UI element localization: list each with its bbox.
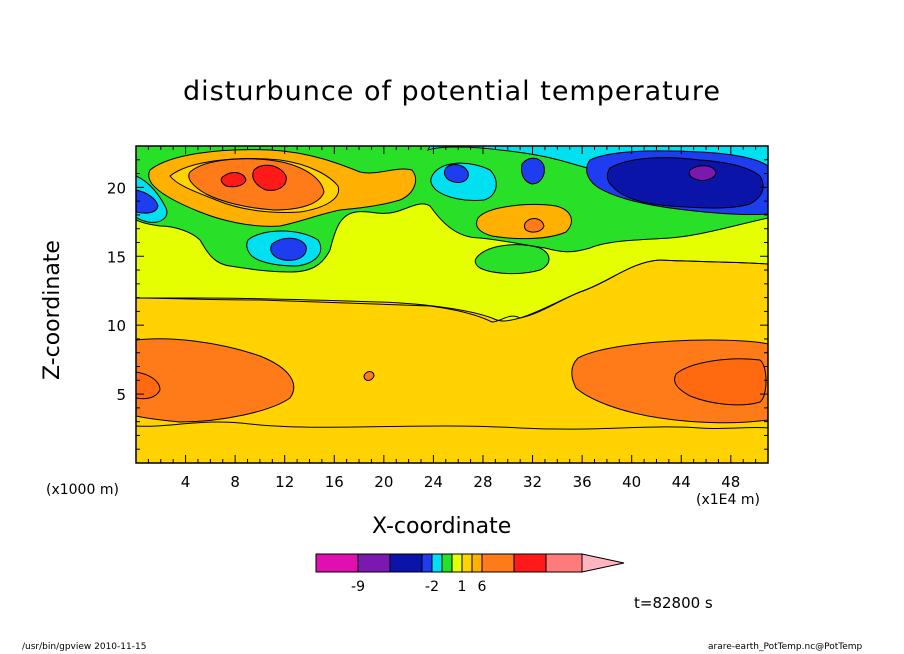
colorbar-bin <box>471 553 483 573</box>
field-red-upper-2 <box>220 172 247 188</box>
x-tick-label: 36 <box>573 473 592 491</box>
contour-line-mid <box>136 259 768 323</box>
colorbar-bin <box>431 553 443 573</box>
colorbar-bin <box>441 553 453 573</box>
field-green-blob-right <box>474 244 550 275</box>
x-tick-label: 44 <box>672 473 691 491</box>
x-tick-label: 28 <box>473 473 492 491</box>
colorbar-bin <box>481 553 515 573</box>
colorbar-bin <box>421 553 433 573</box>
colorbar-bin <box>545 553 583 573</box>
field-orange-lower-left-inner <box>136 371 161 400</box>
x-tick-label: 16 <box>325 473 344 491</box>
time-label: t=82800 s <box>634 594 713 612</box>
colorbar-tick-label: 6 <box>478 579 487 595</box>
field-orange-upper-inner <box>188 158 325 211</box>
field-bottom-strip <box>136 421 768 463</box>
field-purple-right <box>688 165 717 181</box>
field-orange-small <box>363 371 375 381</box>
y-tick-label: 15 <box>107 248 126 266</box>
colorbar-tick-label: -2 <box>425 579 439 595</box>
y-tick-label: 10 <box>107 317 126 335</box>
colorbar: -9 -2 1 6 <box>315 553 625 595</box>
colorbar-bin <box>451 553 463 573</box>
colorbar-bin <box>315 553 359 573</box>
chart-title: disturbunce of potential temperature <box>183 76 721 107</box>
field-darkblue-right <box>606 157 764 209</box>
x-tick-label: 4 <box>181 473 191 491</box>
y-tick-label: 5 <box>116 386 126 404</box>
y-ticks: 5 10 15 20 <box>107 145 768 464</box>
colorbar-bin <box>461 553 473 573</box>
x-ticks: 4 8 12 16 20 24 28 32 36 40 44 48 <box>135 146 769 491</box>
x-tick-label: 32 <box>523 473 542 491</box>
field-orange-right-upper <box>476 204 572 240</box>
y-tick-label: 20 <box>107 179 126 197</box>
x-tick-label: 24 <box>424 473 443 491</box>
field-orange-lower-left <box>136 338 295 423</box>
x-tick-label: 48 <box>721 473 740 491</box>
colorbar-bin <box>357 553 391 573</box>
x-unit-label: (x1E4 m) <box>696 492 760 508</box>
field-blue-mid <box>270 237 307 261</box>
colorbar-bin <box>389 553 423 573</box>
field-blue-spot-1 <box>521 157 545 185</box>
field-blue-spot-2 <box>443 164 469 183</box>
plot-frame <box>135 145 769 464</box>
colorbar-bin <box>513 553 547 573</box>
colorbar-tick-label: 1 <box>458 579 467 595</box>
x-tick-label: 20 <box>374 473 393 491</box>
y-axis-label: Z-coordinate <box>40 240 65 380</box>
y-unit-label: (x1000 m) <box>46 482 119 498</box>
colorbar-tick-label: -9 <box>351 579 365 595</box>
field-red-upper-1 <box>252 164 287 191</box>
x-tick-label: 12 <box>275 473 294 491</box>
colorbar-arrow <box>581 553 625 573</box>
x-tick-label: 40 <box>622 473 641 491</box>
footer-left: /usr/bin/gpview 2010-11-15 <box>22 642 147 652</box>
field-orange-right-upper-inner <box>524 218 545 233</box>
field-blue-left <box>136 189 159 214</box>
footer-right: arare-earth_PotTemp.nc@PotTemp <box>708 642 863 652</box>
field-orange-lower-right-inner <box>674 358 767 406</box>
x-axis-label: X-coordinate <box>372 514 512 539</box>
contour-field <box>136 146 768 463</box>
x-tick-label: 8 <box>230 473 240 491</box>
